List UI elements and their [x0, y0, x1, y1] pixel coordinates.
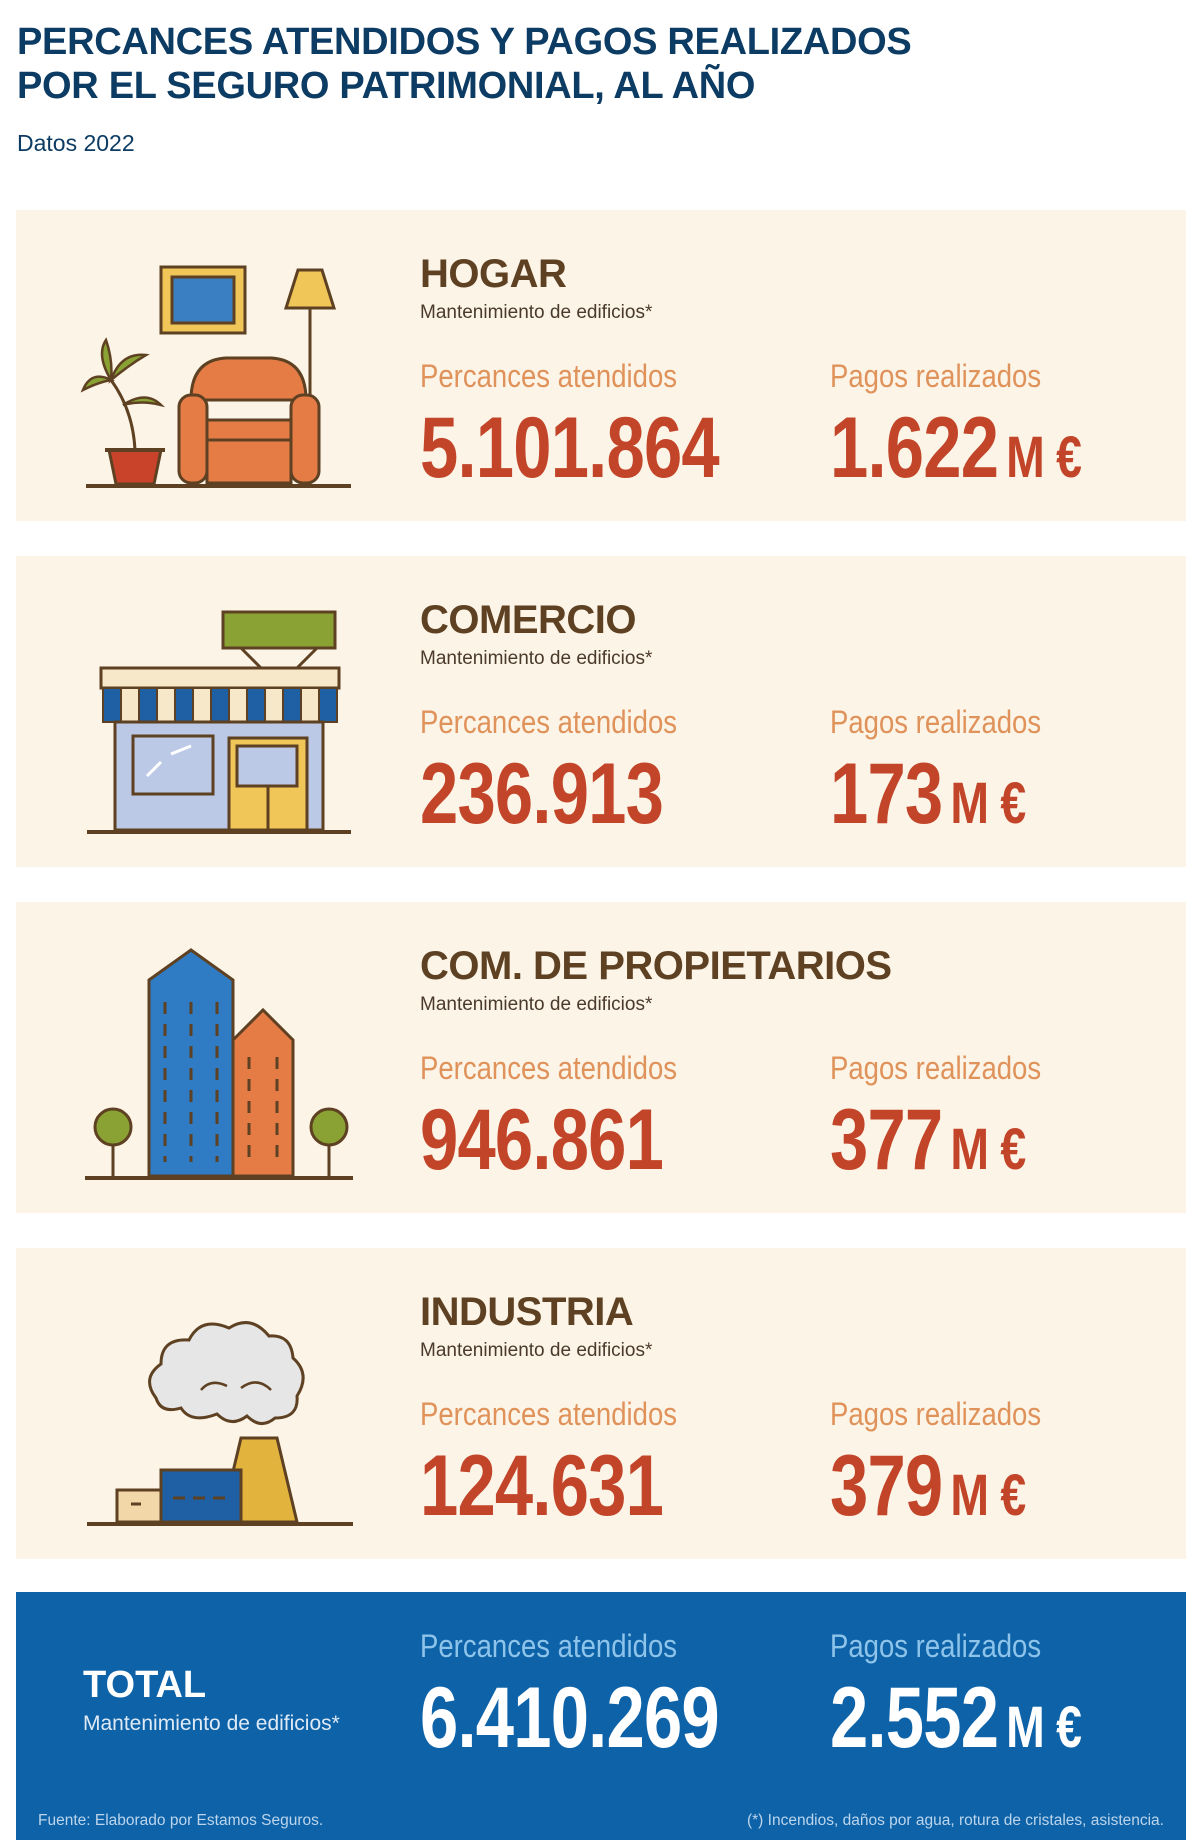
pagos-value-group: 1.622 M €: [830, 398, 1082, 508]
pagos-value-group: 173 M €: [830, 744, 1026, 854]
source-note: Fuente: Elaborado por Estamos Seguros.: [38, 1812, 324, 1829]
pagos-label: Pagos realizados: [830, 1396, 1042, 1432]
pagos-value-group: 379 M €: [830, 1436, 1026, 1546]
pagos-value: 1.622: [830, 400, 999, 496]
category-subtitle: Mantenimiento de edificios*: [420, 994, 653, 1015]
shop-icon: [87, 610, 351, 834]
title-line-1: PERCANCES ATENDIDOS Y PAGOS REALIZADOS: [17, 21, 912, 63]
category-title: COMERCIO: [420, 598, 637, 642]
percances-label: Percances atendidos: [420, 358, 678, 394]
percances-value: 124.631: [420, 1438, 664, 1534]
percances-label: Percances atendidos: [420, 1396, 678, 1432]
page-subtitle: Datos 2022: [17, 130, 135, 156]
total-pagos-value: 2.552: [830, 1670, 999, 1766]
pagos-label: Pagos realizados: [830, 1050, 1042, 1086]
pagos-value: 377: [830, 1092, 943, 1188]
total-pagos-value-group: 2.552 M €: [830, 1668, 1082, 1778]
title-line-2: POR EL SEGURO PATRIMONIAL, AL AÑO: [17, 65, 756, 107]
card-com-propietarios: COM. DE PROPIETARIOS Mantenimiento de ed…: [16, 902, 1186, 1213]
card-industria: INDUSTRIA Mantenimiento de edificios* Pe…: [16, 1248, 1186, 1559]
living-room-icon: [80, 265, 351, 488]
footnote: (*) Incendios, daños por agua, rotura de…: [746, 1812, 1164, 1829]
category-subtitle: Mantenimiento de edificios*: [420, 1340, 653, 1361]
total-percances-label: Percances atendidos: [420, 1628, 678, 1664]
category-subtitle: Mantenimiento de edificios*: [420, 302, 653, 323]
total-panel: TOTAL Mantenimiento de edificios* Percan…: [16, 1592, 1186, 1840]
total-pagos-label: Pagos realizados: [830, 1628, 1042, 1664]
card-hogar: HOGAR Mantenimiento de edificios* Percan…: [16, 210, 1186, 521]
pagos-label: Pagos realizados: [830, 358, 1042, 394]
percances-label: Percances atendidos: [420, 1050, 678, 1086]
percances-label: Percances atendidos: [420, 704, 678, 740]
total-pagos-unit: M €: [1006, 1695, 1082, 1760]
pagos-value-group: 377 M €: [830, 1090, 1026, 1200]
percances-value: 236.913: [420, 746, 664, 842]
pagos-unit: M €: [1006, 425, 1082, 490]
total-subtitle: Mantenimiento de edificios*: [83, 1712, 340, 1735]
category-title: INDUSTRIA: [420, 1290, 634, 1334]
factory-icon: [87, 1321, 353, 1526]
pagos-unit: M €: [950, 1463, 1026, 1528]
percances-value: 946.861: [420, 1092, 664, 1188]
card-comercio: COMERCIO Mantenimiento de edificios* Per…: [16, 556, 1186, 867]
pagos-value: 173: [830, 746, 943, 842]
pagos-unit: M €: [950, 771, 1026, 836]
pagos-label: Pagos realizados: [830, 704, 1042, 740]
page-title: PERCANCES ATENDIDOS Y PAGOS REALIZADOS P…: [17, 20, 1117, 108]
category-title: HOGAR: [420, 252, 567, 296]
total-percances-value: 6.410.269: [420, 1670, 720, 1766]
pagos-value: 379: [830, 1438, 943, 1534]
total-title: TOTAL: [83, 1664, 207, 1706]
category-title: COM. DE PROPIETARIOS: [420, 944, 892, 988]
percances-value: 5.101.864: [420, 400, 720, 496]
pagos-unit: M €: [950, 1117, 1026, 1182]
category-subtitle: Mantenimiento de edificios*: [420, 648, 653, 669]
buildings-icon: [85, 948, 353, 1180]
